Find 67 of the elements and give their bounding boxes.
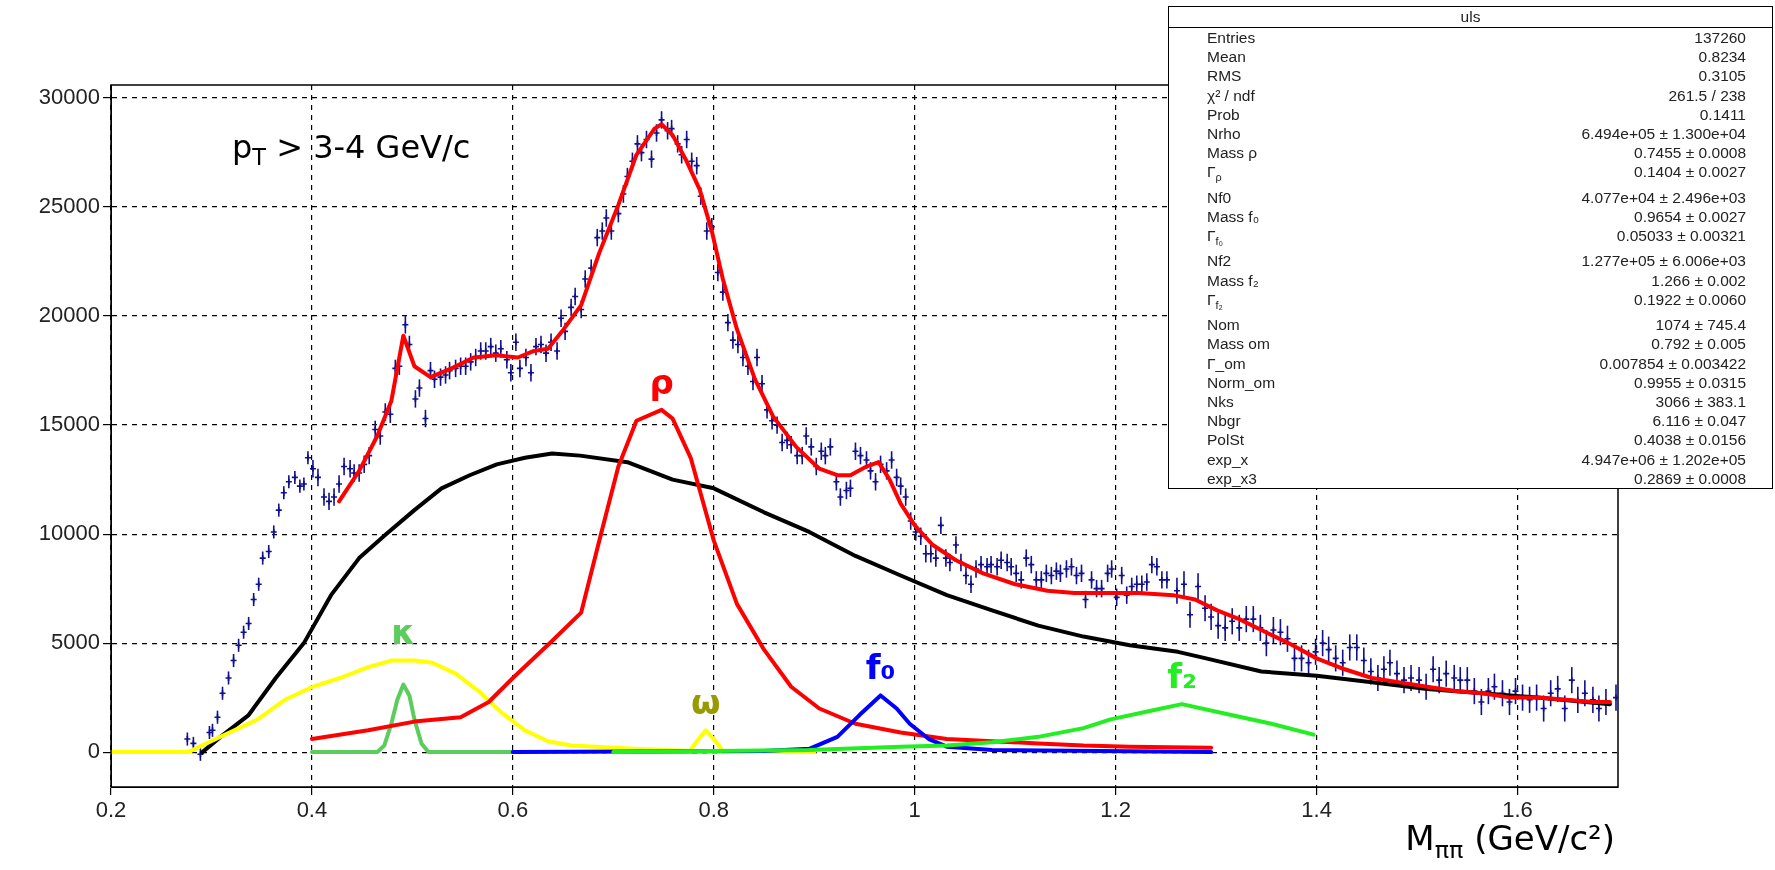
annotation: 1.277e+05 ± 6.006e+03 [1581, 251, 1746, 271]
annotation: Mass f₂ [1207, 270, 1259, 290]
y-tick-label: 30000 [38, 84, 100, 110]
text: 0.1922 ± 0.0060 [1634, 290, 1746, 308]
text: 261.5 / 238 [1668, 86, 1746, 104]
text: 0.4038 ± 0.0156 [1634, 431, 1746, 449]
text: 0.2869 ± 0.0008 [1634, 469, 1746, 487]
annotation: Mass om [1207, 334, 1270, 354]
annotation: RMS [1207, 66, 1242, 86]
annotation: Norm_om [1207, 372, 1276, 392]
annotation: 4.077e+04 ± 2.496e+03 [1581, 187, 1746, 207]
x-tick-label: 0.4 [296, 797, 328, 823]
series-label: ρ [649, 361, 674, 402]
annotation: 4.947e+06 ± 1.202e+05 [1581, 449, 1746, 469]
text: 6.116 ± 0.047 [1652, 412, 1746, 430]
annotation: Nks [1207, 391, 1234, 412]
annotation: χ² / ndf [1207, 85, 1255, 105]
annotation: Nf2 [1207, 251, 1232, 271]
text: 3066 ± 383.1 [1655, 392, 1746, 410]
text: uls [1460, 8, 1481, 25]
annotation: Γ$_{f₀}$ [1207, 226, 1224, 250]
text: Entries [1207, 29, 1256, 46]
text: 0.3105 [1698, 67, 1746, 85]
series-label: f₀ [865, 647, 896, 688]
text: 0.7455 ± 0.0008 [1634, 144, 1746, 162]
y-tick-label: 25000 [38, 193, 100, 219]
annotation: Nrho [1207, 124, 1241, 144]
annotation: Mass ρ [1207, 143, 1258, 163]
annotation: 6.494e+05 ± 1.300e+04 [1581, 124, 1746, 144]
annotation: Nom [1207, 315, 1240, 335]
text: 1.266 ± 0.002 [1651, 271, 1746, 289]
annotation: 0.05033 ± 0.00321 [1616, 226, 1746, 247]
annotation: p$_{T}$ > 3-4 GeV/c [232, 128, 471, 171]
series-label: κ [391, 612, 416, 653]
y-tick-label: 10000 [38, 520, 100, 546]
annotation: 0.007854 ± 0.003422 [1599, 353, 1746, 373]
text: Mean [1207, 48, 1246, 66]
annotation: exp_x [1207, 449, 1249, 469]
text: 0.9654 ± 0.0027 [1634, 207, 1746, 225]
annotation: Nbgr [1207, 411, 1241, 431]
y-tick-label: 15000 [38, 411, 100, 437]
text: 137260 [1694, 29, 1746, 46]
annotation: exp_x3 [1207, 468, 1257, 488]
text: 0.792 ± 0.005 [1651, 335, 1746, 353]
x-tick-label: 1 [908, 797, 921, 823]
annotation: Mass f₀ [1207, 206, 1260, 227]
annotation: PolSt [1207, 430, 1245, 450]
annotation: Γ$_{ρ}$ [1207, 162, 1222, 186]
annotation: Prob [1207, 104, 1240, 125]
x-tick-label: 1.2 [1100, 797, 1131, 823]
text: 0.1404 ± 0.0027 [1634, 163, 1746, 181]
series-label: ω [690, 682, 721, 723]
text: 0.1411 [1699, 105, 1746, 123]
text: 0.8234 [1698, 48, 1746, 66]
x-tick-label: 1.4 [1301, 797, 1332, 823]
y-tick-label: 5000 [51, 629, 100, 655]
series-label: f₂ [1167, 655, 1197, 696]
text: 0.9955 ± 0.0315 [1634, 373, 1746, 391]
text: 1074 ± 745.4 [1655, 316, 1746, 334]
x-tick-label: 0.6 [497, 797, 529, 823]
annotation: Nf0 [1207, 187, 1232, 207]
y-tick-label: 0 [87, 738, 100, 764]
annotation: Γ$_{f₂}$ [1207, 289, 1223, 313]
x-tick-label: 0.2 [95, 797, 127, 823]
annotation: Γ_om [1207, 353, 1246, 373]
x-tick-label: 0.8 [698, 797, 730, 823]
y-tick-label: 20000 [38, 302, 100, 328]
